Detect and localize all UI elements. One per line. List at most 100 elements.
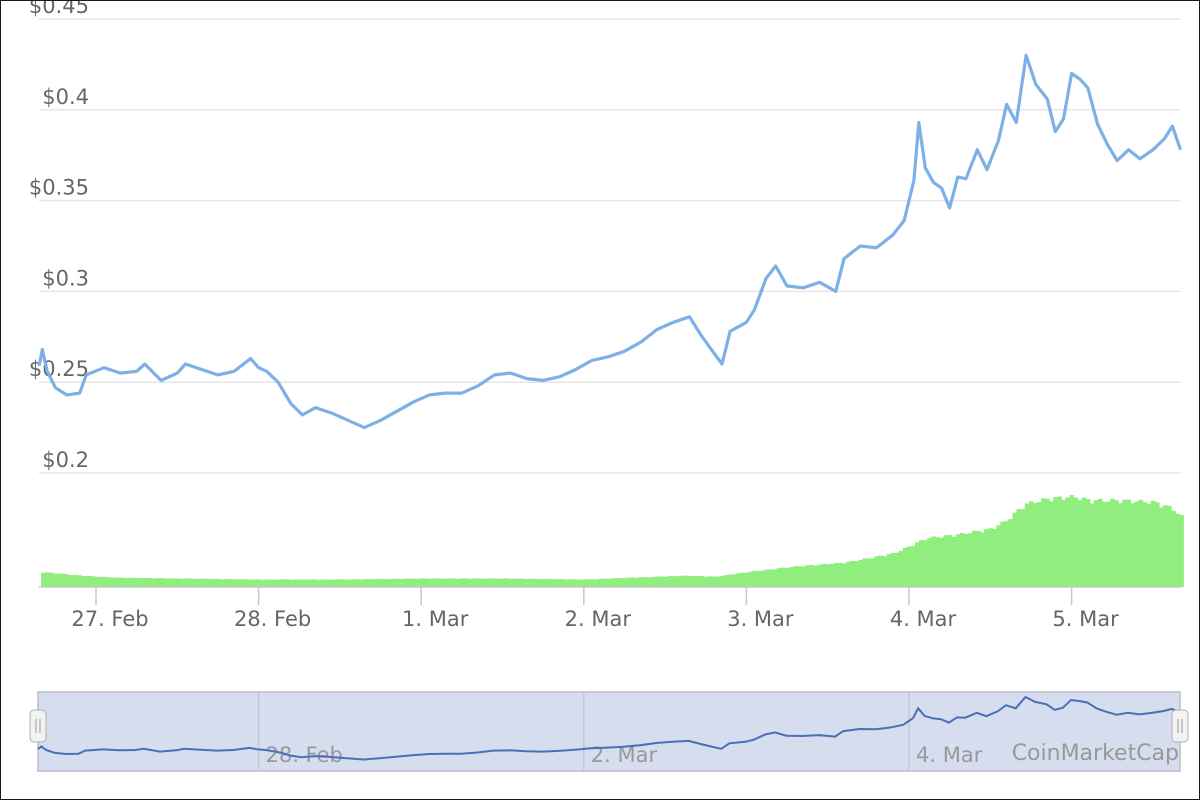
volume-bar [1065,497,1071,587]
volume-bar [1134,501,1140,587]
volume-bar [57,573,62,587]
volume-bar [110,577,115,587]
volume-bar [1146,503,1152,587]
volume-bar [614,578,619,587]
volume-bar [484,578,489,587]
volume-bar [1158,507,1164,587]
volume-bar [114,577,119,587]
volume-bar [199,578,205,587]
volume-bar [606,578,611,587]
volume-bar [236,579,241,587]
volume-bar [1114,500,1119,587]
volume-bar [914,542,920,587]
volume-bar [849,560,855,587]
volume-bar [187,578,193,587]
volume-bar [272,579,278,587]
volume-bar [1012,512,1018,587]
volume-bar [81,576,87,587]
volume-bar [451,578,457,587]
x-tick-label: 27. Feb [71,607,148,631]
volume-bar [854,561,859,587]
volume-bar [1061,499,1066,587]
volume-bar [167,578,172,587]
volume-bar [597,578,603,587]
volume-bar [679,575,684,587]
volume-bar [500,578,506,587]
volume-bar [175,578,180,587]
x-tick-label: 5. Mar [1052,607,1119,631]
navigator-handle-right[interactable] [1171,709,1189,743]
volume-bar [419,578,424,587]
volume-bar [260,579,266,587]
volume-bar [744,572,749,587]
volume-bar [1028,501,1034,587]
volume-bar [268,579,274,587]
volume-bar [691,576,697,587]
y-tick-label: $0.45 [29,1,89,18]
volume-bar [93,576,99,587]
volume-bar [345,579,351,587]
volume-bar [707,576,713,587]
volume-bar [829,564,835,587]
volume-bar [390,578,396,587]
volume-bar [784,567,790,587]
volume-bar [699,576,705,587]
volume-bar [394,578,400,587]
volume-bar [675,576,680,587]
volume-bar [1077,500,1083,587]
volume-bar [1085,499,1091,587]
volume-bar [671,575,676,587]
volume-bar [207,579,213,587]
volume-bar [772,569,778,587]
volume-bar [927,538,932,587]
volume-bar [183,578,188,587]
volume-bar [305,579,310,587]
volume-bar [1020,509,1026,587]
volume-bar [764,569,770,587]
volume-bar [634,577,640,587]
volume-bar [118,577,123,587]
volume-bar [1089,503,1095,587]
volume-bar [414,578,420,587]
volume-bar [878,555,884,587]
volume-bar [642,577,648,587]
volume-bar [73,574,79,587]
volume-bar [658,576,664,587]
volume-bar [126,577,132,587]
volume-bar [862,558,867,587]
navigator-label: 28. Feb [266,743,343,767]
volume-bar [244,579,249,587]
volume-bar [1000,521,1006,587]
volume-bar [297,579,302,587]
volume-bar [809,564,814,587]
volume-bar [101,576,107,587]
volume-bar [971,530,977,587]
volume-bar [219,579,225,587]
volume-bar [382,578,388,587]
volume-bar [366,579,371,587]
volume-bar [49,572,54,587]
volume-bar [341,579,347,587]
volume-bar [1040,498,1046,587]
volume-bar [53,573,58,587]
volume-bar [435,578,440,587]
volume-bar [337,579,343,587]
volume-bar [736,573,741,587]
volume-bar [1057,496,1062,587]
volume-bar [866,558,871,587]
volume-bar [967,533,973,587]
volume-bar [317,579,323,587]
volume-bar [813,565,819,587]
volume-bar [1110,498,1115,587]
volume-bar [890,552,896,587]
volume-bar [378,578,384,587]
volume-bar [264,579,270,587]
y-tick-label: $0.25 [29,357,89,381]
volume-bar [89,576,95,587]
volume-bar [561,579,566,587]
navigator-handle-left[interactable] [29,709,47,743]
volume-bar [1004,520,1010,587]
volume-bar [171,578,176,587]
